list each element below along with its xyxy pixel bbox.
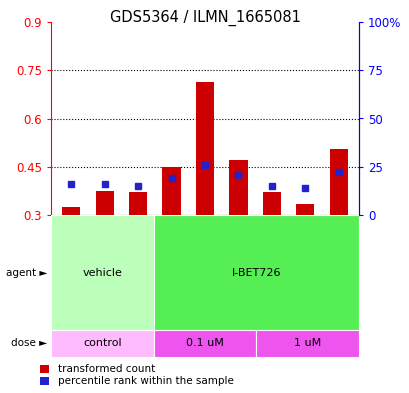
Bar — [62, 207, 80, 215]
Legend: transformed count, percentile rank within the sample: transformed count, percentile rank withi… — [40, 364, 233, 386]
Text: GSM1148635: GSM1148635 — [333, 218, 342, 278]
Text: I-BET726: I-BET726 — [231, 268, 280, 277]
Text: GSM1148629: GSM1148629 — [133, 218, 142, 278]
Bar — [196, 81, 213, 215]
Text: vehicle: vehicle — [82, 268, 122, 277]
Text: GSM1148627: GSM1148627 — [67, 218, 76, 278]
Bar — [295, 204, 314, 215]
Bar — [153, 215, 358, 330]
Text: GSM1148634: GSM1148634 — [300, 218, 309, 278]
Text: GSM1148633: GSM1148633 — [267, 218, 276, 278]
Text: 0.1 uM: 0.1 uM — [186, 338, 223, 349]
Text: agent ►: agent ► — [6, 268, 47, 277]
Bar — [95, 191, 114, 215]
Bar — [229, 160, 247, 215]
Text: 1 uM: 1 uM — [293, 338, 320, 349]
Bar — [51, 215, 153, 330]
Text: GDS5364 / ILMN_1665081: GDS5364 / ILMN_1665081 — [109, 10, 300, 26]
Bar — [262, 193, 280, 215]
Text: GSM1148628: GSM1148628 — [100, 218, 109, 278]
Bar — [153, 330, 256, 357]
Bar — [329, 149, 347, 215]
Bar — [51, 330, 153, 357]
Text: GSM1148631: GSM1148631 — [200, 218, 209, 278]
Bar — [129, 193, 147, 215]
Text: control: control — [83, 338, 121, 349]
Text: GSM1148630: GSM1148630 — [167, 218, 175, 278]
Bar — [162, 167, 180, 215]
Bar — [256, 330, 358, 357]
Text: GSM1148632: GSM1148632 — [234, 218, 242, 278]
Text: dose ►: dose ► — [11, 338, 47, 349]
